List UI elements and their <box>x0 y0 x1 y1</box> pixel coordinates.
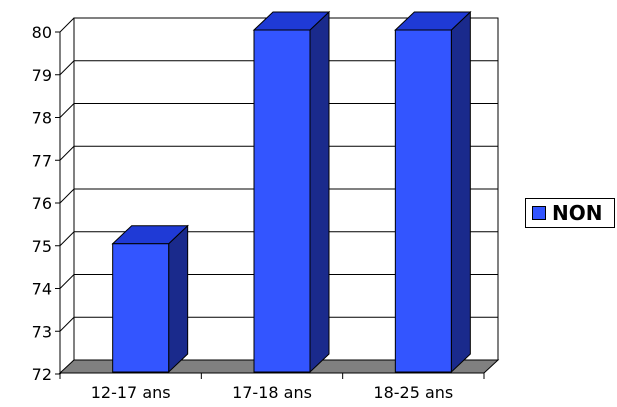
side-wall-line <box>59 145 75 161</box>
y-tick-label: 80 <box>32 23 52 42</box>
bar-1 <box>111 224 189 374</box>
legend-label-non: NON <box>552 201 603 225</box>
bar-2 <box>252 10 331 374</box>
y-tick-label: 79 <box>32 66 52 85</box>
x-tick-label: 17-18 ans <box>232 383 312 402</box>
y-tick-label: 75 <box>32 237 52 256</box>
y-axis-ticks: 72 73 74 75 76 77 78 79 80 <box>32 23 60 384</box>
x-tick-label: 18-25 ans <box>373 383 453 402</box>
y-tick-label: 74 <box>32 280 52 299</box>
side-wall-line <box>59 17 75 33</box>
y-tick-label: 72 <box>32 365 52 384</box>
y-tick-label: 78 <box>32 109 52 128</box>
side-wall-line <box>59 60 75 76</box>
side-wall-line <box>59 231 75 247</box>
bar-side <box>168 224 189 374</box>
x-axis-ticks: 12-17 ans 17-18 ans 18-25 ans <box>59 373 485 402</box>
bar-front <box>112 243 170 373</box>
legend: NON <box>525 198 615 228</box>
bar-front <box>253 29 311 373</box>
x-tick-label: 12-17 ans <box>91 383 171 402</box>
side-wall-line <box>59 274 75 289</box>
bar-front <box>394 29 452 373</box>
side-wall-line <box>59 188 75 204</box>
bars <box>111 10 472 374</box>
y-tick-label: 77 <box>32 151 52 170</box>
y-tick-label: 73 <box>32 322 52 341</box>
side-wall-line <box>59 103 75 118</box>
y-tick-label: 76 <box>32 194 52 213</box>
bar-3 <box>394 10 472 374</box>
bar-side <box>309 10 330 374</box>
legend-swatch-non <box>532 206 546 220</box>
side-wall-line <box>59 316 75 332</box>
bar-side <box>450 10 471 374</box>
